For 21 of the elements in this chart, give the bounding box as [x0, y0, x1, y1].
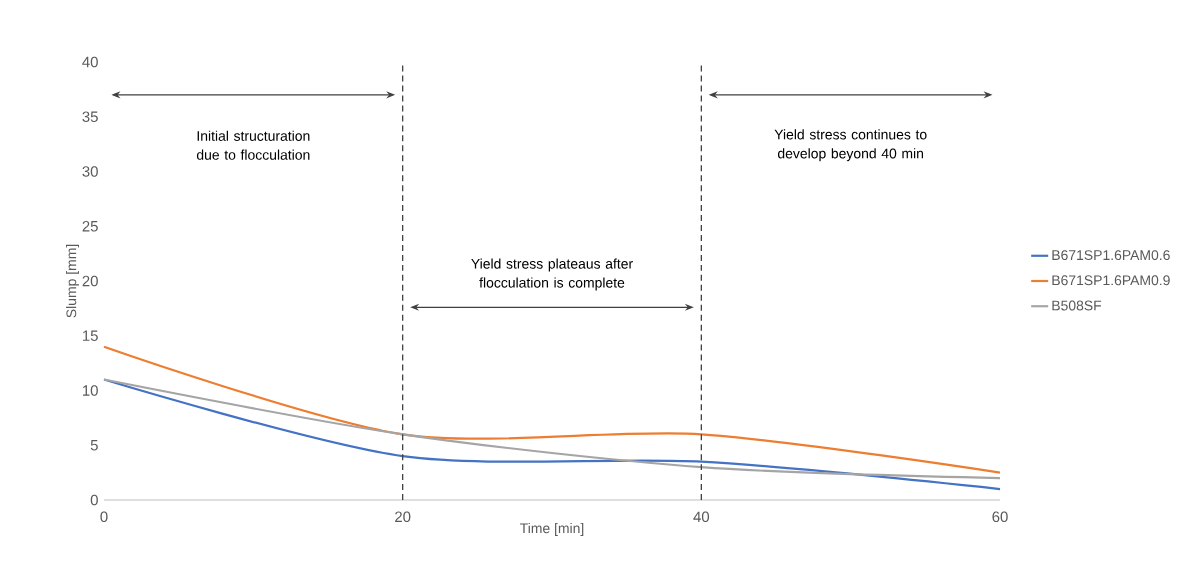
y-tick-label: 40 [82, 56, 98, 68]
y-tick-label: 35 [82, 111, 98, 123]
y-tick-label: 20 [82, 275, 98, 287]
y-tick-label: 0 [90, 494, 98, 506]
x-axis-title: Time [min] [520, 522, 584, 536]
x-tick-label: 40 [693, 511, 710, 523]
x-tick-label: 60 [992, 511, 1008, 523]
x-tick-label: 0 [100, 511, 108, 523]
x-tick-label: 20 [395, 511, 411, 523]
y-tick-label: 15 [83, 330, 98, 341]
y-axis-title: Slump [mm] [66, 244, 80, 318]
y-tick-label: 5 [90, 440, 98, 451]
legend-label: B508SF [1052, 300, 1102, 311]
y-tick-label: 25 [82, 220, 98, 232]
legend-label: B671SP1.6PAM0.9 [1052, 275, 1170, 286]
y-tick-label: 10 [83, 385, 98, 396]
y-tick-label: 30 [82, 166, 98, 177]
annotation: Yield stress plateaus after flocculation is complete [471, 258, 633, 291]
legend-label: B671SP1.6PAM0.6 [1052, 250, 1170, 261]
annotation: Yield stress continues to develop beyond 40 min [774, 129, 927, 162]
annotation: Initial structuration due to flocculation [196, 130, 310, 160]
